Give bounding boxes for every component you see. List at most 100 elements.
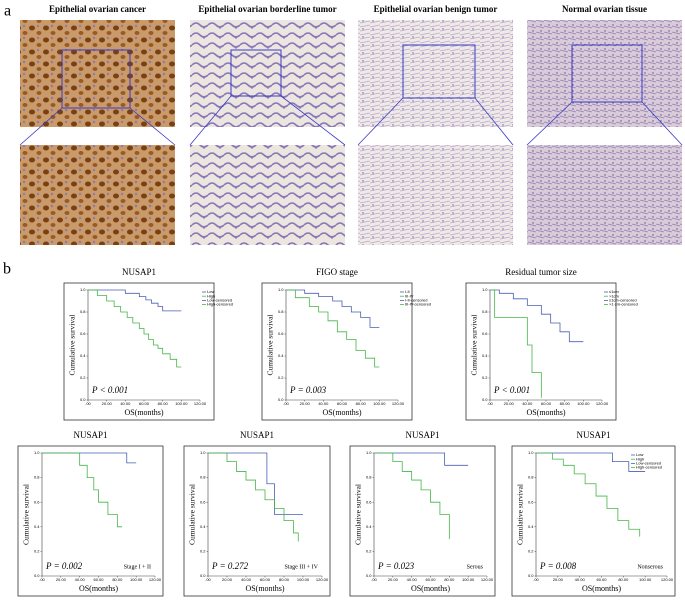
x-tick-label: 120.00 [194, 401, 207, 406]
x-tick-label: .00 [487, 401, 493, 406]
y-tick-label: 0.2 [34, 548, 40, 553]
chart-title: NUSAP1 [122, 267, 156, 277]
plot-frame [465, 282, 617, 421]
y-tick-label: 1.0 [366, 450, 372, 455]
x-tick-label: 100.00 [297, 577, 310, 582]
chart-title: NUSAP1 [240, 430, 274, 440]
y-axis-label: Cumulative survival [68, 314, 77, 375]
legend-label: ≤1cm [609, 289, 619, 294]
survival-curve [490, 289, 584, 343]
x-tick-label: 40.00 [575, 577, 586, 582]
survival-curve [374, 452, 469, 466]
legend-label: I-II-censored [405, 297, 427, 302]
p-value: P = 0.023 [377, 561, 415, 571]
legend-label: High-censored [207, 302, 233, 307]
x-tick-label: 20.00 [102, 401, 113, 406]
micrograph-zoom [20, 145, 175, 245]
legend-label: Low [207, 289, 214, 294]
survival-curve [88, 289, 182, 312]
legend-label: >1cm [609, 293, 620, 298]
y-tick-label: 0.6 [80, 331, 86, 336]
x-axis-label: OS(months) [322, 408, 361, 417]
y-tick-label: 0.0 [528, 573, 534, 578]
axes [489, 290, 602, 401]
zoom-line [474, 97, 514, 146]
legend-label: >1 cm-censored [609, 302, 638, 307]
micrograph [527, 20, 682, 127]
y-tick-label: 0.8 [200, 475, 206, 480]
x-tick-label: 100.00 [639, 577, 652, 582]
p-value: P = 0.002 [45, 561, 83, 571]
legend-label: III-IV [405, 293, 414, 298]
x-axis-label: OS(months) [526, 408, 565, 417]
y-tick-label: 0.8 [80, 309, 86, 314]
x-tick-label: 100.00 [175, 401, 188, 406]
y-tick-label: 0.6 [528, 499, 534, 504]
chart-title: FIGO stage [316, 267, 358, 277]
y-tick-label: 0.4 [278, 353, 284, 358]
legend-label: Low [636, 452, 643, 457]
y-tick-label: 0.4 [200, 524, 206, 529]
legend-label: III-IV-censored [405, 302, 431, 307]
y-tick-label: 0.8 [278, 309, 284, 314]
y-tick-label: 1.0 [528, 450, 534, 455]
micrograph [20, 20, 175, 127]
axes [41, 453, 155, 577]
micrograph-zoom [358, 145, 513, 245]
x-tick-label: 80.00 [444, 577, 455, 582]
y-axis-label: Cumulative survival [470, 314, 479, 375]
y-axis-label: Cumulative survival [188, 484, 197, 545]
y-tick-label: 0.0 [200, 573, 206, 578]
y-tick-label: 1.0 [482, 287, 488, 292]
chart-title: Residual tumor size [505, 267, 577, 277]
survival-curve [286, 289, 380, 368]
panel-label: b [3, 261, 11, 278]
micrograph [190, 20, 345, 127]
zoom-line [357, 97, 404, 146]
y-tick-label: 0.6 [34, 499, 40, 504]
survival-curve [536, 452, 646, 472]
subgroup-label: Nonserous [637, 564, 663, 570]
y-axis-label: Cumulative survival [354, 484, 363, 545]
x-tick-label: 120.00 [481, 577, 494, 582]
micrograph-zoom [190, 145, 345, 245]
micrograph-zoom [527, 145, 682, 245]
y-tick-label: 0.2 [528, 548, 534, 553]
y-tick-label: 0.4 [34, 524, 40, 529]
x-tick-label: 40.00 [318, 401, 329, 406]
y-tick-label: 1.0 [80, 287, 86, 292]
p-value: P < 0.001 [493, 385, 530, 395]
p-value: P = 0.008 [539, 561, 577, 571]
y-tick-label: 0.4 [366, 524, 372, 529]
plot-frame [261, 282, 413, 421]
x-tick-label: 80.00 [112, 577, 123, 582]
survival-curve [536, 452, 641, 537]
y-tick-label: 0.4 [80, 353, 86, 358]
x-tick-label: 60.00 [93, 577, 104, 582]
x-tick-label: 100.00 [130, 577, 143, 582]
x-tick-label: 20.00 [553, 577, 564, 582]
panel-label: a [4, 3, 11, 20]
x-tick-label: 120.00 [316, 577, 329, 582]
y-tick-label: 0.2 [200, 548, 206, 553]
p-value: P = 0.272 [211, 561, 249, 571]
x-tick-label: 80.00 [560, 401, 571, 406]
zoom-line [280, 95, 346, 146]
plot-frame [17, 445, 164, 597]
legend-label: Low-censored [207, 297, 232, 302]
x-tick-label: 80.00 [356, 401, 367, 406]
legend-label: High-censored [636, 465, 662, 470]
y-tick-label: 0.8 [482, 309, 488, 314]
y-tick-label: 1.0 [200, 450, 206, 455]
x-tick-label: 120.00 [149, 577, 162, 582]
y-tick-label: 0.0 [366, 573, 372, 578]
zoom-line [189, 95, 232, 146]
y-tick-label: 0.6 [200, 499, 206, 504]
x-tick-label: 20.00 [56, 577, 67, 582]
x-tick-label: 20.00 [300, 401, 311, 406]
axes [207, 453, 322, 577]
x-tick-label: 120.00 [596, 401, 609, 406]
chart-title: NUSAP1 [405, 430, 439, 440]
x-tick-label: .00 [283, 401, 289, 406]
y-tick-label: 0.8 [34, 475, 40, 480]
